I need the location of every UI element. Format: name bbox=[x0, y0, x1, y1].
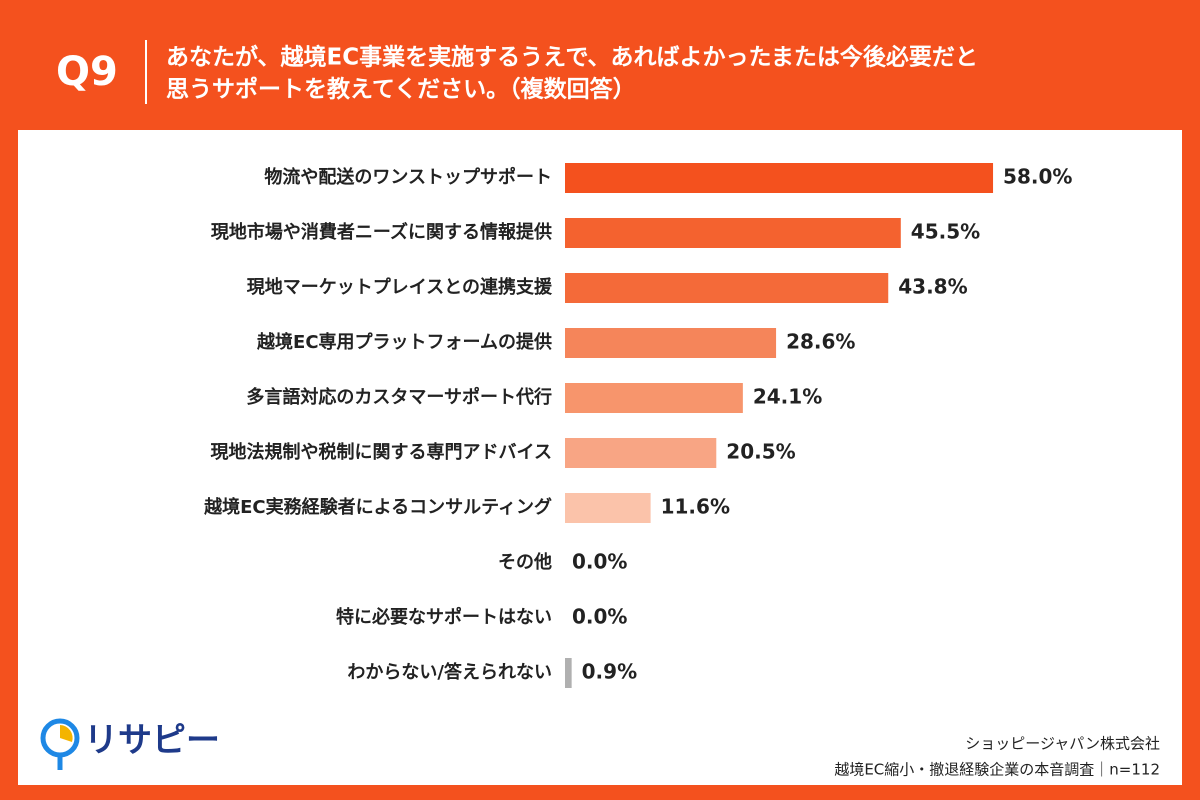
bar bbox=[565, 438, 717, 468]
category-label: 現地法規制や税制に関する専門アドバイス bbox=[211, 441, 552, 463]
bar bbox=[565, 658, 572, 688]
category-label: 越境EC専用プラットフォームの提供 bbox=[256, 331, 552, 353]
value-label: 28.6% bbox=[786, 330, 855, 354]
category-label: 物流や配送のワンストップサポート bbox=[264, 166, 552, 188]
value-label: 43.8% bbox=[898, 275, 967, 299]
value-label: 45.5% bbox=[911, 220, 980, 244]
logo-text: リサピー bbox=[84, 721, 220, 761]
plot: 物流や配送のワンストップサポート 58.0% 現地市場や消費者ニーズに関する情報提供… bbox=[203, 163, 1072, 688]
logo-icon bbox=[60, 725, 73, 742]
category-label: 越境EC実務経験者によるコンサルティング bbox=[203, 496, 552, 518]
value-label: 0.0% bbox=[572, 605, 627, 629]
bar bbox=[565, 218, 901, 248]
category-label: わからない/答えられない bbox=[347, 661, 552, 683]
category-label: 現地マーケットプレイスとの連携支援 bbox=[247, 276, 553, 298]
value-label: 58.0% bbox=[1003, 165, 1072, 189]
category-label: 多言語対応のカスタマーサポート代行 bbox=[246, 386, 552, 408]
category-label: 現地市場や消費者ニーズに関する情報提供 bbox=[211, 221, 552, 243]
bar bbox=[565, 383, 743, 413]
value-label: 0.0% bbox=[572, 550, 627, 574]
source: ショッピージャパン株式会社 bbox=[965, 735, 1160, 753]
value-label: 24.1% bbox=[753, 385, 822, 409]
title-line: あなたが、越境EC事業を実施するうえで、あればよかったまたは今後必要だと bbox=[166, 44, 978, 71]
bar bbox=[565, 493, 651, 523]
logo: リサピー bbox=[40, 718, 220, 770]
bar bbox=[565, 163, 994, 193]
category-label: 特に必要なサポートはない bbox=[336, 606, 552, 628]
bar bbox=[565, 328, 777, 358]
value-label: 11.6% bbox=[661, 495, 730, 519]
bar bbox=[565, 273, 889, 303]
category-label: その他 bbox=[498, 551, 552, 573]
survey: 越境EC縮小・撤退経験企業の本音調査｜n=112 bbox=[834, 761, 1160, 779]
value-label: 20.5% bbox=[726, 440, 795, 464]
value-label: 0.9% bbox=[582, 660, 637, 684]
question-label: Q9 bbox=[56, 49, 118, 95]
title-line: 思うサポートを教えてください。（複数回答） bbox=[166, 76, 636, 103]
